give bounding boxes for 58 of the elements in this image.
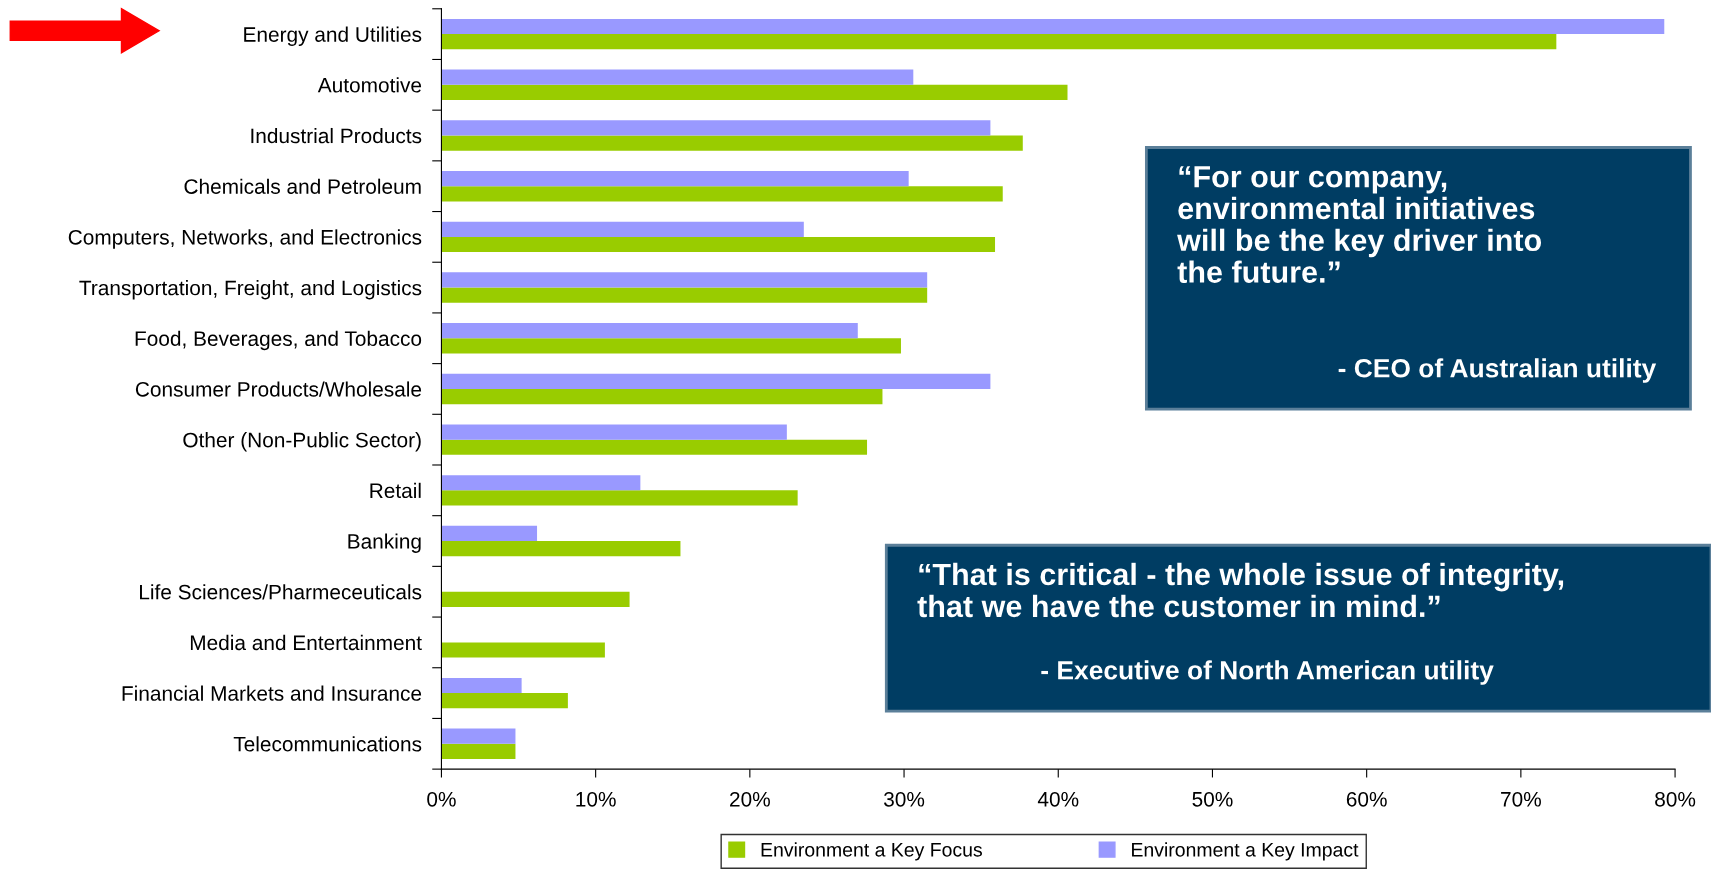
bar — [441, 475, 641, 491]
bar — [441, 642, 605, 658]
y-tick-label: Computers, Networks, and Electronics — [68, 229, 422, 249]
y-tick-label: Financial Markets and Insurance — [122, 685, 422, 701]
bar — [441, 170, 909, 187]
legend-label: Environment a Key Impact — [1132, 842, 1359, 861]
bar — [441, 236, 996, 253]
y-tick-label: Food, Beverages, and Tobacco — [135, 330, 422, 351]
y-tick-label: Consumer Products/Wholesale — [135, 381, 422, 397]
x-tick-label: 30% — [884, 791, 925, 807]
x-tick-label: 0% — [427, 791, 456, 807]
legend-label: Environment a Key Focus — [761, 842, 982, 861]
bar — [441, 728, 516, 744]
bar — [441, 439, 868, 455]
y-tick-label: Chemicals and Petroleum — [184, 178, 421, 194]
x-tick-label: 80% — [1655, 791, 1696, 807]
bar — [441, 69, 914, 85]
bar — [441, 323, 858, 339]
bar — [441, 221, 804, 237]
y-tick-label: Transportation, Freight, and Logistics — [79, 280, 422, 300]
bar — [441, 135, 1023, 151]
bar — [441, 338, 901, 354]
y-tick-label: Industrial Products — [251, 127, 422, 144]
bar — [441, 34, 1557, 50]
y-tick-label: Other (Non-Public Sector) — [183, 432, 421, 452]
y-tick-label: Life Sciences/Pharmeceuticals — [140, 584, 422, 600]
annotation: “That is critical - the whole issue of integrity, that we have the customer in mind.” — [917, 562, 1564, 618]
bar — [441, 743, 516, 759]
bar — [441, 287, 928, 303]
x-tick-label: 70% — [1501, 791, 1541, 807]
bar — [441, 272, 928, 288]
bar — [441, 541, 681, 557]
y-tick-label: Energy and Utilities — [244, 26, 422, 46]
bar — [441, 490, 798, 506]
annotation: - CEO of Australian utility — [1338, 358, 1657, 383]
bar — [441, 677, 522, 694]
bar — [441, 18, 1665, 35]
y-tick-label: Media and Entertainment — [190, 634, 422, 651]
bar — [441, 525, 538, 542]
y-tick-label: Automotive — [317, 77, 422, 93]
x-tick-label: 60% — [1346, 791, 1387, 807]
bar — [441, 186, 1003, 202]
y-tick-label: Banking — [348, 533, 421, 553]
x-tick-label: 20% — [730, 791, 770, 807]
x-tick-label: 50% — [1192, 791, 1233, 807]
x-tick-label: 10% — [576, 791, 616, 807]
x-tick-label: 40% — [1037, 791, 1079, 807]
bar — [441, 388, 883, 405]
bar — [441, 591, 630, 607]
y-tick-label: Telecommunications — [233, 736, 422, 752]
bar — [441, 424, 787, 440]
bar — [441, 693, 568, 709]
bar — [441, 120, 991, 136]
annotation: - Executive of North American utility — [1041, 660, 1494, 685]
annotation: “For our company, environmental initiatives will be the key driver into the future.” — [1177, 166, 1542, 283]
y-tick-label: Retail — [370, 482, 421, 499]
bar — [441, 373, 991, 389]
bar — [441, 84, 1068, 101]
